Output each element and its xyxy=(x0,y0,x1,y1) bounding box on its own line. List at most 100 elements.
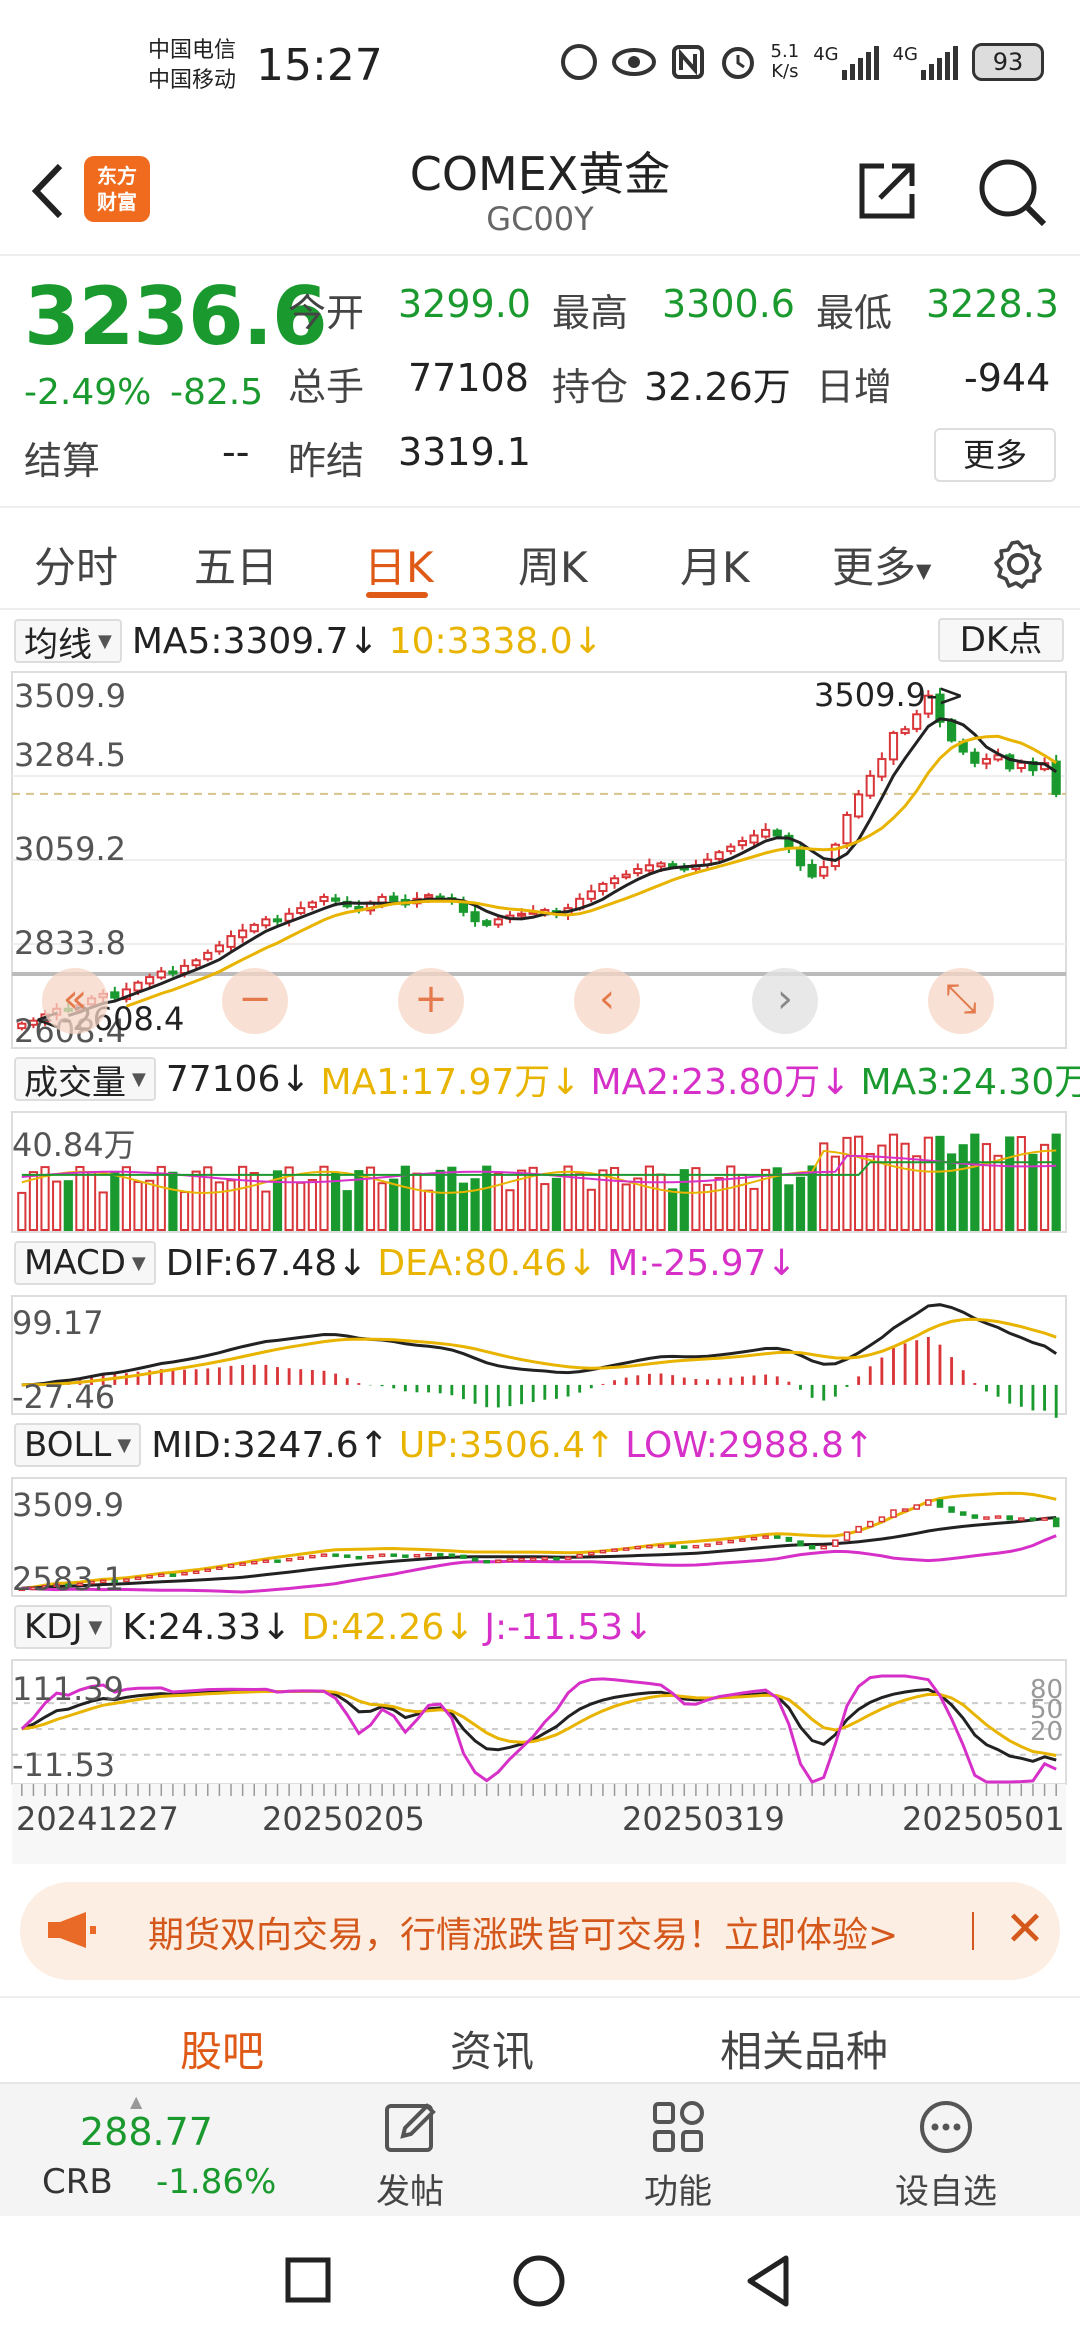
boll-candle xyxy=(808,1544,816,1550)
boll-candle xyxy=(169,1573,177,1578)
candle-body xyxy=(795,847,806,867)
ma-selector[interactable]: 均线 ▼ xyxy=(14,619,122,665)
volume-bar xyxy=(1016,1136,1026,1231)
share-icon[interactable] xyxy=(854,158,920,224)
x-tick-label: 20241227 xyxy=(16,1800,179,1838)
kdj-selector-label: KDJ xyxy=(24,1607,83,1647)
tab-news[interactable]: 资讯 xyxy=(450,2027,535,2076)
bottom-toolbar: ▲ 288.77 CRB -1.86% 发帖 功能 设自选 xyxy=(0,2082,1080,2216)
volume-bar xyxy=(447,1166,457,1232)
boll-candle xyxy=(750,1536,758,1541)
period-tabs: 分时 五日 日K 周K 月K 更多▼ xyxy=(0,506,1080,610)
carrier-1: 中国电信 xyxy=(148,38,237,63)
close-icon[interactable]: ✕ xyxy=(1004,1901,1046,1957)
boll-candle xyxy=(925,1499,932,1506)
boll-up-line xyxy=(21,1491,1057,1590)
boll-candle xyxy=(634,1545,642,1550)
tab-weekly-k[interactable]: 周K xyxy=(518,543,588,592)
caret-up-icon: ▲ xyxy=(130,2092,143,2111)
volume-bar xyxy=(389,1178,399,1231)
caret-down-icon: ▼ xyxy=(916,558,932,583)
boll-candle xyxy=(669,1544,676,1548)
dk-point-button[interactable]: DK点 xyxy=(938,618,1064,662)
boll-candle xyxy=(681,1545,688,1549)
promo-banner[interactable]: 期货双向交易，行情涨跌皆可交易！立即体验> ✕ xyxy=(20,1882,1060,1980)
volume-selector-label: 成交量 xyxy=(24,1062,126,1103)
tab-five-day[interactable]: 五日 xyxy=(194,543,279,592)
change-amount: -82.5 xyxy=(170,372,264,413)
high-value: 3300.6 xyxy=(662,282,795,326)
kdj-header: KDJ ▼ K:24.33↓ D:42.26↓ J:-11.53↓ xyxy=(14,1604,653,1650)
add-watchlist-button[interactable]: 设自选 xyxy=(876,2098,1016,2213)
candle-body xyxy=(249,923,259,933)
scroll-start-button[interactable]: « xyxy=(42,968,108,1034)
volume-bar xyxy=(865,1152,875,1231)
macd-selector[interactable]: MACD ▼ xyxy=(14,1241,156,1285)
boll-low-line xyxy=(21,1534,1057,1594)
volume-bar xyxy=(307,1178,317,1231)
volume-bar xyxy=(203,1166,213,1231)
volume-bar xyxy=(493,1172,503,1232)
volume-bar xyxy=(226,1179,236,1232)
volume-bar xyxy=(435,1169,445,1232)
tab-more[interactable]: 更多▼ xyxy=(832,534,931,595)
fullscreen-button[interactable]: ⤡ xyxy=(928,968,994,1034)
candle-body xyxy=(470,911,480,923)
kdj-k-value: K:24.33↓ xyxy=(122,1606,292,1648)
nfc-icon xyxy=(671,45,704,79)
volume-bar xyxy=(749,1187,759,1232)
app-logo: 东方 财富 xyxy=(84,156,150,222)
more-quote-button[interactable]: 更多 xyxy=(934,428,1056,482)
volume-bar xyxy=(458,1182,469,1232)
volume-bar xyxy=(900,1142,910,1231)
kdj-selector[interactable]: KDJ ▼ xyxy=(14,1605,113,1649)
vol-ma1-value: MA1:17.97万↓ xyxy=(320,1062,581,1103)
boll-candle xyxy=(436,1552,444,1557)
functions-button[interactable]: 功能 xyxy=(608,2098,748,2213)
scroll-right-button[interactable]: › xyxy=(752,968,818,1034)
back-nav-button[interactable] xyxy=(744,2254,792,2308)
scroll-left-button[interactable]: ‹ xyxy=(574,968,640,1034)
macd-plot xyxy=(21,1303,1058,1418)
boll-y-tick-label: 2583.1 xyxy=(12,1560,124,1598)
quote-panel: 3236.6 -2.49% -82.5 今开 3299.0 最高 3300.6 … xyxy=(0,256,1080,506)
candle-body xyxy=(842,813,852,845)
panel-frames xyxy=(11,671,1067,1864)
boll-candle xyxy=(285,1557,293,1562)
back-button[interactable] xyxy=(22,156,82,226)
tab-intraday[interactable]: 分时 xyxy=(34,543,119,592)
post-button[interactable]: 发帖 xyxy=(340,2098,480,2213)
open-value: 3299.0 xyxy=(398,282,531,326)
vol-y-tick-label: 40.84万 xyxy=(12,1126,136,1164)
panel-frame xyxy=(11,1111,1067,1233)
boll-selector[interactable]: BOLL ▼ xyxy=(14,1423,142,1467)
kline-chart[interactable]: 3509.9 3284.5 3059.2 2833.8 2608.4 3509.… xyxy=(0,610,1080,1870)
recent-apps-button[interactable] xyxy=(284,2256,332,2304)
volume-bar xyxy=(354,1170,364,1231)
kdj-d-value: D:42.26↓ xyxy=(301,1606,475,1648)
candle-body xyxy=(772,829,782,837)
boll-candle xyxy=(599,1549,607,1554)
boll-candle xyxy=(18,1587,26,1592)
volume-selector[interactable]: 成交量 ▼ xyxy=(14,1057,156,1103)
volume-bar xyxy=(586,1188,596,1232)
candle-body xyxy=(423,894,434,899)
tab-daily-k[interactable]: 日K xyxy=(364,543,434,592)
zoom-in-button[interactable]: + xyxy=(398,968,464,1034)
boll-candle xyxy=(1029,1517,1037,1521)
daily-increase-label: 日增 xyxy=(816,365,893,409)
search-icon[interactable] xyxy=(974,154,1050,230)
tab-monthly-k[interactable]: 月K xyxy=(680,543,750,592)
signal-2-icon: 4G xyxy=(893,44,958,80)
boll-candle xyxy=(30,1586,37,1591)
gear-icon[interactable] xyxy=(992,538,1044,590)
tab-forum[interactable]: 股吧 xyxy=(180,2027,265,2076)
tab-related[interactable]: 相关品种 xyxy=(720,2027,889,2076)
volume-bar xyxy=(296,1181,306,1232)
boll-candle xyxy=(1041,1517,1048,1521)
zoom-out-button[interactable]: − xyxy=(222,968,288,1034)
candle-body xyxy=(970,751,980,764)
home-button[interactable] xyxy=(512,2254,566,2308)
net-speed-value: 5.1 xyxy=(770,41,800,62)
boll-candle xyxy=(773,1535,781,1539)
